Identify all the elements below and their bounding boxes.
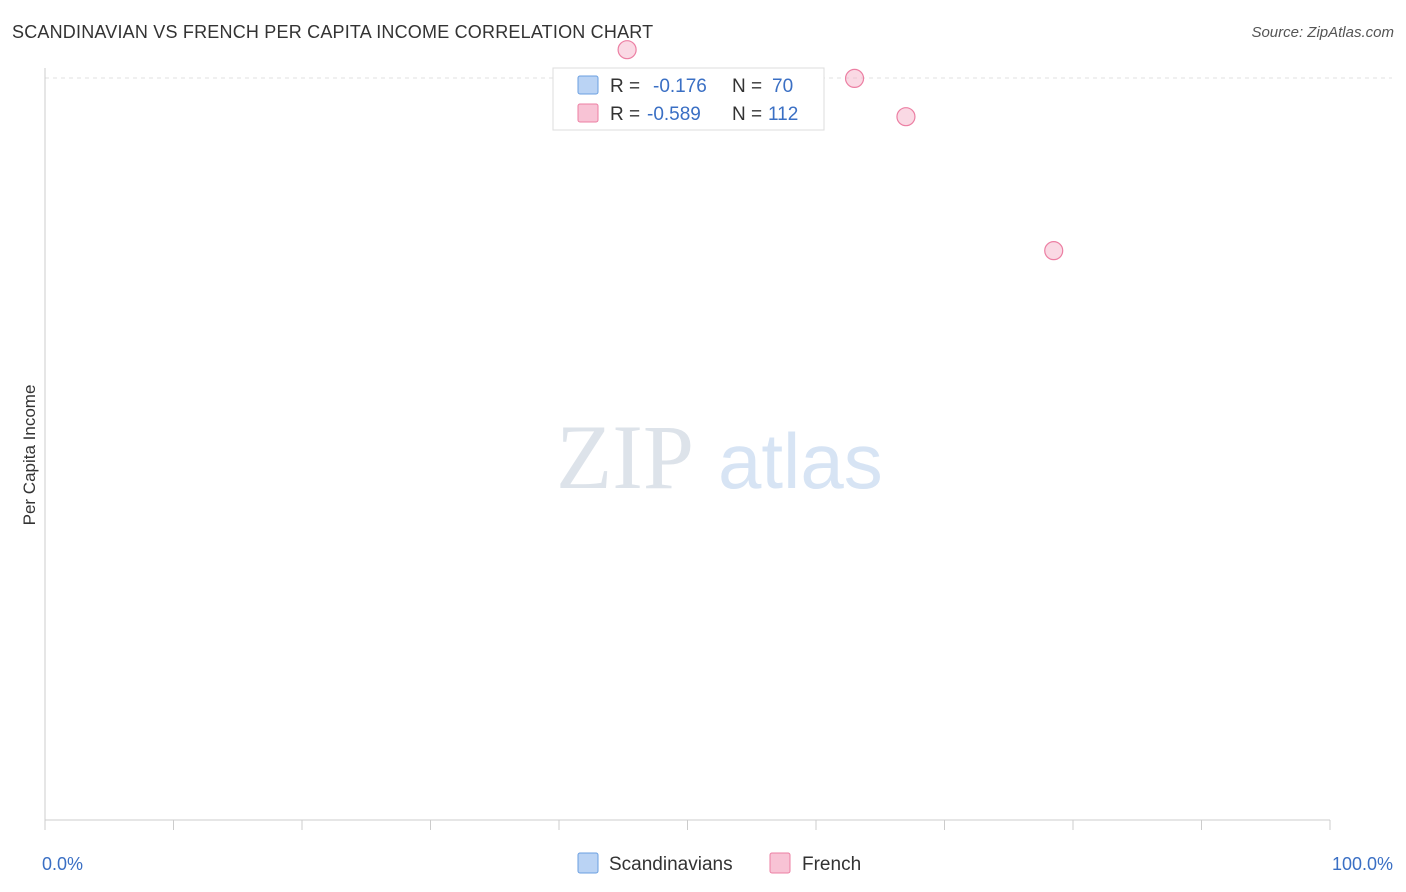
grid-lines <box>45 77 1392 79</box>
x-tick-label: 100.0% <box>1332 854 1393 874</box>
legend-bottom: Scandinavians French <box>577 852 861 875</box>
legend-swatch-scandinavians <box>577 75 599 95</box>
legend-r-label: R = <box>610 76 640 97</box>
chart-title: SCANDINAVIAN VS FRENCH PER CAPITA INCOME… <box>12 22 654 42</box>
axes <box>44 68 1331 830</box>
watermark-atlas: atlas <box>718 417 883 505</box>
legend-n-value: 112 <box>768 104 798 125</box>
data-point <box>844 68 865 89</box>
x-tick-label: 0.0% <box>42 854 83 874</box>
data-point <box>1044 241 1064 261</box>
legend-swatch-french <box>577 103 599 123</box>
legend-n-label: N = <box>732 104 762 125</box>
legend-label-scandinavians: Scandinavians <box>609 854 733 875</box>
legend-r-value: -0.176 <box>653 76 707 97</box>
data-point <box>896 107 916 127</box>
data-points <box>617 40 1064 261</box>
x-tick-labels: 0.0% 100.0% <box>42 854 1393 874</box>
data-point <box>617 40 637 60</box>
legend-r-value: -0.589 <box>647 104 701 125</box>
legend-swatch-french <box>769 852 791 874</box>
legend-n-value: 70 <box>772 76 793 97</box>
legend-top: R = -0.176 N = 70 R = -0.589 N = 112 <box>552 67 825 131</box>
y-axis-label: Per Capita Income <box>20 385 39 526</box>
legend-n-label: N = <box>732 76 762 97</box>
source-label: Source: ZipAtlas.com <box>1251 24 1394 41</box>
series-french <box>617 40 1064 261</box>
watermark: ZIP atlas <box>556 406 883 508</box>
legend-label-french: French <box>802 854 861 875</box>
legend-swatch-scandinavians <box>577 852 599 874</box>
legend-r-label: R = <box>610 104 640 125</box>
watermark-zip: ZIP <box>556 406 694 508</box>
